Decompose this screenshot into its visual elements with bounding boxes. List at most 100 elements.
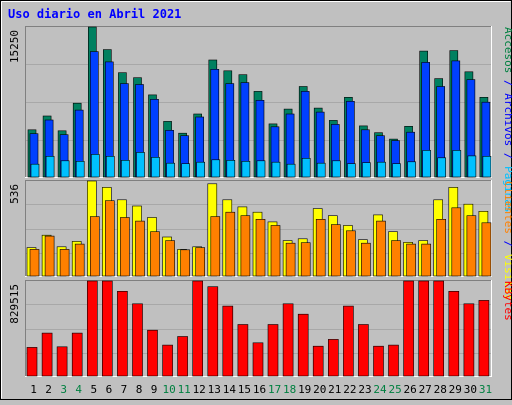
- bar-pginas-day-28: [437, 157, 447, 178]
- bar-kbytes-day-3: [56, 346, 68, 377]
- bar-kbytes-day-13: [207, 286, 219, 377]
- bar-pginas-day-14: [226, 160, 236, 178]
- bar-clientes-day-22: [346, 230, 356, 277]
- legend-entry: KBytes: [502, 281, 512, 321]
- bar-pginas-day-4: [75, 161, 85, 178]
- x-tick-label-day-5: 5: [90, 383, 97, 396]
- bar-clientes-day-29: [451, 207, 462, 277]
- bar-pginas-day-3: [60, 160, 70, 178]
- bar-kbytes-day-7: [117, 290, 128, 377]
- bar-pginas-day-9: [151, 157, 160, 178]
- x-tick-label-day-4: 4: [75, 383, 82, 396]
- bar-pginas-day-18: [286, 163, 296, 178]
- x-tick-label-day-29: 29: [449, 383, 462, 396]
- bar-kbytes-day-6: [102, 280, 113, 377]
- bar-kbytes-day-26: [403, 280, 414, 377]
- x-tick-label-day-19: 19: [298, 383, 311, 396]
- bar-pginas-day-1: [30, 163, 40, 178]
- bar-pginas-day-20: [316, 162, 326, 178]
- bar-kbytes-day-25: [388, 344, 399, 377]
- bar-kbytes-day-24: [373, 345, 384, 377]
- bar-pginas-day-6: [106, 156, 115, 178]
- bar-kbytes-day-1: [26, 347, 38, 377]
- bar-pginas-day-11: [181, 163, 190, 178]
- bar-kbytes-day-8: [132, 303, 143, 377]
- bar-kbytes-day-20: [312, 345, 324, 377]
- x-tick-label-day-2: 2: [45, 383, 52, 396]
- x-tick-label-day-28: 28: [434, 383, 447, 396]
- bar-kbytes-day-17: [267, 324, 279, 377]
- panel-visits-sites: 536 Clientes / Visitas: [8, 180, 512, 300]
- bar-clientes-day-26: [406, 243, 416, 277]
- x-tick-label-day-7: 7: [121, 383, 128, 396]
- x-tick-label-day-1: 1: [30, 383, 37, 396]
- x-tick-label-day-14: 14: [223, 383, 237, 396]
- bar-clientes-day-31: [481, 222, 492, 277]
- x-tick-label-day-6: 6: [106, 383, 113, 396]
- bar-pginas-day-5: [91, 154, 100, 178]
- x-tick-label-day-23: 23: [358, 383, 371, 396]
- bar-pginas-day-7: [121, 160, 130, 178]
- x-tick-label-day-20: 20: [313, 383, 326, 396]
- x-tick-label-day-11: 11: [178, 383, 191, 396]
- x-tick-label-day-26: 26: [403, 383, 416, 396]
- bar-clientes-day-14: [225, 211, 236, 277]
- bar-clientes-day-6: [105, 200, 115, 277]
- bar-pginas-day-24: [377, 161, 386, 178]
- bar-kbytes-day-10: [162, 344, 173, 377]
- x-tick-label-day-8: 8: [136, 383, 143, 396]
- bar-pginas-day-16: [256, 160, 266, 178]
- bar-clientes-day-10: [165, 240, 175, 277]
- bar-kbytes-day-4: [71, 332, 83, 377]
- x-tick-label-day-16: 16: [253, 383, 266, 396]
- bar-pginas-day-13: [211, 159, 221, 178]
- bar-clientes-day-8: [135, 220, 145, 277]
- bar-clientes-day-30: [466, 215, 477, 277]
- bar-clientes-day-9: [150, 231, 160, 277]
- panel-max-label: 15250: [8, 30, 21, 63]
- bar-pginas-day-17: [271, 161, 281, 178]
- bar-clientes-day-17: [270, 225, 281, 277]
- bar-pginas-day-21: [331, 160, 341, 178]
- bar-clientes-day-12: [195, 247, 205, 277]
- bar-kbytes-day-30: [463, 303, 475, 377]
- bar-pginas-day-12: [196, 161, 205, 178]
- x-tick-label-day-13: 13: [208, 383, 221, 396]
- bar-clientes-day-28: [436, 219, 447, 277]
- bar-pginas-day-23: [362, 162, 371, 178]
- bar-clientes-day-24: [376, 220, 386, 277]
- bar-pginas-day-30: [467, 155, 477, 178]
- bar-kbytes-day-19: [297, 313, 309, 377]
- bar-pginas-day-15: [241, 161, 251, 178]
- legend-entry: /: [502, 146, 512, 166]
- x-tick-label-day-24: 24: [373, 383, 387, 396]
- bar-kbytes-day-2: [41, 332, 53, 377]
- x-tick-label-day-18: 18: [283, 383, 296, 396]
- bar-clientes-day-21: [330, 224, 341, 277]
- bar-clientes-day-25: [391, 240, 401, 277]
- bar-clientes-day-27: [421, 243, 432, 277]
- bar-kbytes-day-28: [433, 280, 445, 377]
- bar-clientes-day-11: [180, 249, 190, 277]
- bar-pginas-day-31: [482, 156, 492, 178]
- bar-clientes-day-1: [29, 249, 40, 277]
- bar-kbytes-day-9: [147, 329, 158, 377]
- legend-entry: /: [502, 234, 512, 254]
- bar-kbytes-day-15: [237, 324, 249, 377]
- legend-entry: /: [502, 73, 512, 93]
- bar-clientes-day-20: [315, 219, 326, 277]
- bar-clientes-day-23: [361, 242, 371, 277]
- bar-clientes-day-5: [90, 216, 100, 277]
- panel-hits-files-pages: 15250 Accesos / Archivos / Páginas: [8, 26, 512, 212]
- legend-entry: Archivos: [502, 93, 512, 146]
- x-axis: 1 2 3 4 5 6 7 8 9 10 11 12 13 14 15 16 17 18 19 20 21 22 23 24 2…: [30, 383, 492, 396]
- bar-pginas-day-19: [301, 158, 311, 178]
- bar-clientes-day-2: [44, 235, 55, 277]
- x-tick-label-day-21: 21: [328, 383, 341, 396]
- bar-pginas-day-25: [392, 163, 401, 178]
- legend-entry: Accesos: [502, 27, 512, 73]
- panel-max-label: 829515: [8, 284, 21, 324]
- x-tick-label-day-22: 22: [343, 383, 356, 396]
